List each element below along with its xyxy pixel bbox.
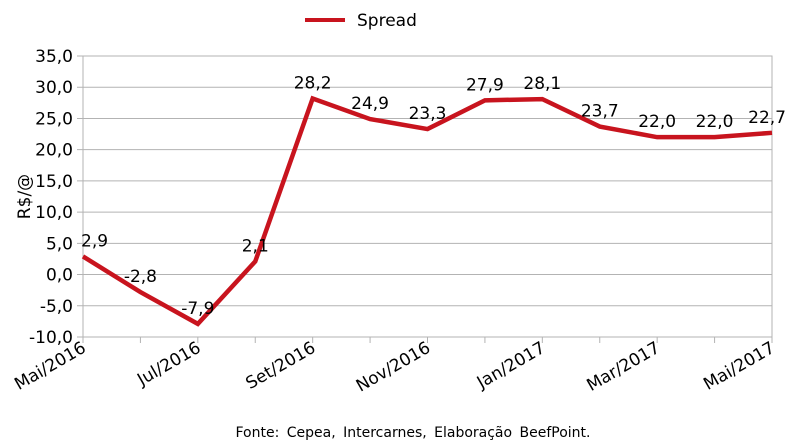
y-tick-label: -5,0 (40, 297, 73, 317)
x-tick-label: Nov/2016 (353, 338, 434, 396)
data-label: -2,8 (124, 267, 157, 287)
data-label: 22,0 (638, 112, 676, 132)
legend-label-spread: Spread (357, 11, 417, 31)
x-tick-label: Mar/2017 (583, 338, 663, 396)
y-axis-label: R$/@ (15, 174, 35, 219)
y-tick-label: 10,0 (35, 203, 73, 223)
series-line-spread (81, 95, 773, 327)
plot-area-frame (82, 55, 773, 338)
data-labels: 2,9 -2,8 -7,9 2,1 28,2 24,9 23,3 27,9 28,1 23,7 22… (81, 73, 786, 318)
gridlines (77, 55, 772, 338)
x-axis-tick-marks (82, 337, 773, 343)
y-tick-label: 35,0 (35, 47, 73, 67)
y-tick-label: 25,0 (35, 109, 73, 129)
x-axis-tick-labels: Mai/2016 Jul/2016 Set/2016 Nov/2016 Jan/2017… (11, 338, 778, 396)
data-label: -7,9 (181, 299, 214, 319)
data-label: 23,7 (581, 102, 619, 122)
data-label: 2,1 (242, 236, 269, 256)
data-label: 22,7 (748, 108, 786, 128)
y-tick-label: -10,0 (29, 328, 73, 348)
x-tick-label: Jul/2016 (133, 338, 204, 391)
data-label: 24,9 (351, 94, 389, 114)
y-tick-label: 0,0 (46, 266, 73, 286)
source-note: Fonte: Cepea, Intercarnes, Elaboração Be… (235, 425, 590, 441)
data-label: 23,3 (409, 104, 447, 124)
x-tick-label: Jan/2017 (473, 338, 549, 393)
y-tick-label: 15,0 (35, 172, 73, 192)
y-axis-tick-labels: 35,0 30,0 25,0 20,0 15,0 10,0 5,0 0,0 -5,0 -10,0 (29, 47, 73, 348)
data-label: 28,2 (294, 73, 332, 93)
data-label: 28,1 (523, 74, 561, 94)
y-tick-label: 5,0 (46, 234, 73, 254)
x-tick-label: Set/2016 (243, 338, 320, 394)
y-tick-label: 20,0 (35, 141, 73, 161)
data-label: 2,9 (81, 231, 108, 251)
x-tick-label: Mai/2017 (700, 338, 778, 395)
y-tick-label: 30,0 (35, 78, 73, 98)
data-label: 27,9 (466, 75, 504, 95)
legend: Spread (305, 11, 417, 31)
data-label: 22,0 (696, 112, 734, 132)
